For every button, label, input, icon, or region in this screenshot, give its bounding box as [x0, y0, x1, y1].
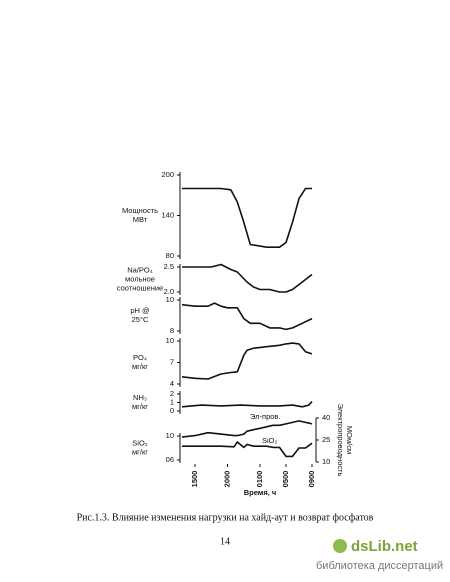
y-axis-label: SiO₂	[132, 438, 148, 447]
x-tick-label: 1500	[190, 471, 199, 488]
y-tick-label: 06	[166, 455, 174, 464]
y-axis-label: Мощность	[122, 206, 158, 215]
y2-tick-label: 25	[322, 435, 330, 444]
y2-axis-label: Электропроводность	[336, 404, 345, 477]
y-axis-label: Na/PO₄	[127, 265, 153, 274]
x-axis-label: Время, ч	[244, 488, 277, 497]
series-label: SiO₂	[262, 436, 278, 445]
y-tick-label: 2.5	[164, 262, 174, 271]
x-tick-label: 0500	[281, 471, 290, 488]
data-line	[181, 342, 313, 380]
y-tick-label: 1	[170, 397, 174, 406]
y2-tick-label: 40	[322, 413, 330, 422]
y-axis-label: NH₃	[133, 393, 147, 402]
y-axis-label: pH @	[130, 306, 149, 315]
figure-caption: Рис.1.3. Влияние изменения нагрузки на х…	[77, 512, 374, 523]
y-tick-label: 10	[166, 295, 174, 304]
y-axis-label: МВт	[133, 215, 148, 224]
y-axis-label: мг/кг	[132, 447, 148, 456]
y-axis-label: мг/кг	[132, 402, 148, 411]
data-line	[181, 302, 313, 331]
y-axis-label: соотношение	[117, 283, 163, 292]
y2-axis-label: МОм/см	[345, 426, 354, 454]
y-tick-label: 4	[170, 379, 174, 388]
y-tick-label: 8	[170, 326, 174, 335]
y-axis-label: 25°C	[132, 315, 149, 324]
x-tick-label: 2000	[222, 471, 231, 488]
watermark-tagline: библиотека диссертаций	[316, 560, 443, 572]
page-number: 14	[220, 536, 230, 547]
x-tick-label: 0900	[307, 471, 316, 488]
watermark-logo: dsLib.net	[351, 538, 418, 555]
y2-tick-label: 10	[322, 457, 330, 466]
data-line	[182, 441, 313, 458]
y-axis-label: мг/кг	[132, 362, 148, 371]
y-tick-label: 7	[170, 357, 174, 366]
x-tick-label: 0100	[255, 471, 264, 488]
y-axis-label: PO₄	[133, 353, 147, 362]
y-tick-label: 0	[170, 406, 174, 415]
y-tick-label: 10	[166, 431, 174, 440]
y-tick-label: 200	[161, 170, 174, 179]
y-tick-label: 2.0	[164, 287, 174, 296]
data-line	[182, 187, 312, 248]
y-tick-label: 2	[170, 389, 174, 398]
series-label: Эл-пров.	[250, 412, 281, 421]
y-tick-label: 80	[166, 251, 174, 260]
data-line	[181, 401, 313, 408]
y-tick-label: 10	[166, 336, 174, 345]
logo-icon	[333, 539, 347, 553]
y-tick-label: 140	[161, 210, 174, 219]
y-axis-label: мольное	[125, 274, 155, 283]
data-line	[181, 420, 313, 438]
data-line	[182, 263, 313, 293]
